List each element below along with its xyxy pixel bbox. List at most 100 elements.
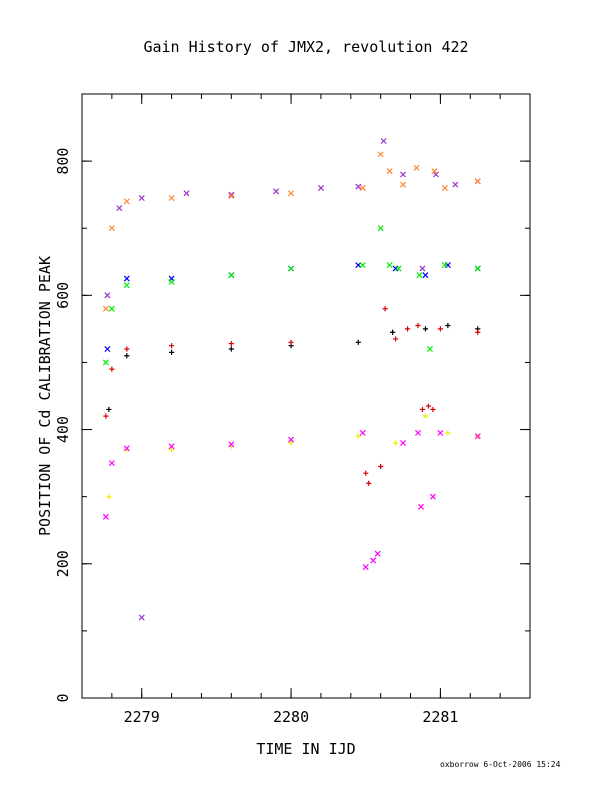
data-point <box>430 406 436 413</box>
series-3 <box>102 225 481 366</box>
data-point <box>288 436 295 443</box>
data-point <box>124 353 130 359</box>
data-point <box>390 329 396 335</box>
data-point <box>425 403 432 409</box>
data-point <box>106 494 112 500</box>
data-point <box>138 614 145 621</box>
data-point <box>228 441 235 448</box>
data-point <box>288 265 295 272</box>
data-point <box>400 181 407 188</box>
data-point <box>429 493 436 500</box>
data-point <box>355 433 361 439</box>
y-axis-label: POSITION OF Cd CALIBRATION PEAK <box>36 256 54 536</box>
data-point <box>378 463 384 470</box>
x-tick-label: 2281 <box>422 708 458 726</box>
data-point <box>123 198 130 205</box>
plot-frame <box>81 93 531 699</box>
data-point <box>228 346 234 352</box>
data-point <box>168 278 175 285</box>
data-point <box>108 460 115 467</box>
data-point <box>419 406 426 413</box>
series-5 <box>103 306 481 486</box>
data-point <box>108 225 115 232</box>
series-6 <box>106 413 481 500</box>
series-1 <box>102 151 481 312</box>
axis-ticks: 2279 2280 2281 0 200 400 600 800 <box>54 93 531 726</box>
data-point <box>123 282 130 289</box>
data-point <box>400 439 407 447</box>
data-point <box>445 322 451 329</box>
data-point <box>123 445 130 452</box>
data-point <box>362 564 369 571</box>
series-7 <box>102 429 481 571</box>
data-point <box>474 178 481 185</box>
data-point <box>377 151 384 158</box>
series-2 <box>104 262 481 353</box>
data-point <box>359 262 366 269</box>
data-point <box>426 345 433 353</box>
data-point <box>169 349 175 355</box>
data-points <box>102 137 481 621</box>
data-point <box>228 272 235 279</box>
data-point <box>370 557 377 564</box>
data-point <box>104 292 111 299</box>
data-point <box>445 430 451 436</box>
data-point <box>414 429 422 436</box>
data-point <box>169 343 175 349</box>
data-point <box>168 443 175 450</box>
data-point <box>422 272 429 279</box>
data-point <box>102 513 109 520</box>
series-8 <box>138 614 145 621</box>
data-point <box>116 205 123 212</box>
data-point <box>168 194 175 202</box>
y-tick-label: 800 <box>54 148 72 175</box>
data-point <box>109 366 115 372</box>
data-point <box>363 470 369 476</box>
chart-title: Gain History of JMX2, revolution 422 <box>143 38 468 56</box>
data-point <box>288 440 294 446</box>
x-tick-label: 2280 <box>273 708 309 726</box>
data-point <box>386 262 393 269</box>
data-point <box>183 190 190 197</box>
data-point <box>138 194 145 202</box>
y-tick-label: 0 <box>54 693 72 702</box>
data-point <box>452 181 459 188</box>
data-point <box>419 265 426 272</box>
data-point <box>288 190 295 197</box>
data-point <box>475 329 481 335</box>
data-point <box>437 429 444 436</box>
footer-credit: oxborrow 6-Oct-2006 15:24 <box>440 760 561 769</box>
data-point <box>437 326 443 332</box>
data-point <box>124 346 130 352</box>
data-point <box>355 262 362 269</box>
data-point <box>422 326 429 332</box>
data-point <box>366 480 372 486</box>
data-point <box>359 429 366 436</box>
data-point <box>102 359 109 366</box>
data-point <box>441 262 448 269</box>
data-point <box>386 168 393 175</box>
data-point <box>317 184 324 191</box>
data-point <box>359 184 366 191</box>
data-point <box>377 225 384 232</box>
data-point <box>108 305 115 312</box>
x-axis-label: TIME IN IJD <box>256 740 355 758</box>
data-point <box>474 265 481 272</box>
data-point <box>102 305 109 312</box>
data-point <box>393 336 399 342</box>
data-point <box>288 339 294 345</box>
data-point <box>441 184 448 191</box>
data-point <box>431 168 438 175</box>
data-point <box>382 306 388 312</box>
data-point <box>422 413 429 419</box>
data-point <box>106 406 112 413</box>
y-tick-label: 600 <box>54 282 72 309</box>
data-point <box>273 188 280 195</box>
data-point <box>432 171 439 178</box>
data-point <box>355 183 362 190</box>
data-point <box>228 192 235 200</box>
y-tick-label: 400 <box>54 416 72 443</box>
data-point <box>404 326 411 332</box>
data-point <box>395 265 402 272</box>
